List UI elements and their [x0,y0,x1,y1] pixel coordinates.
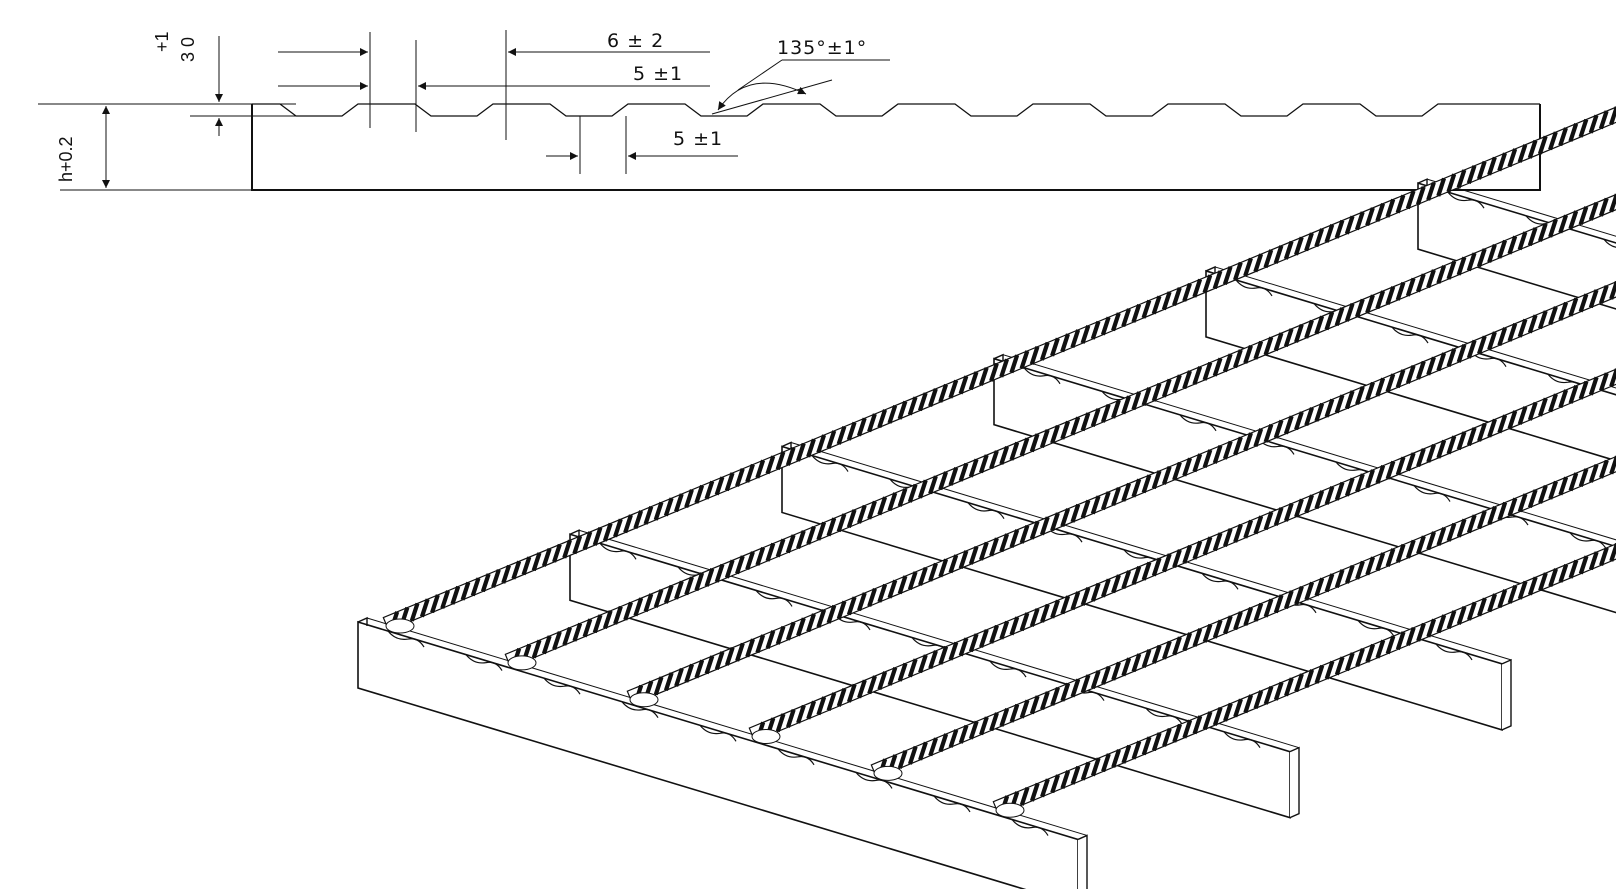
twisted-cross-bar [870,455,1616,781]
angle-reference-line [711,79,833,115]
bearing-bar [781,441,1512,731]
isometric-grating-view [357,106,1616,889]
leader-line [737,59,783,91]
twisted-cross-bars [382,106,1616,818]
serrated-edge [252,103,1540,117]
dimension-notch-depth-tolerance: +1 [152,31,172,52]
dimension-notch-depth: 3 0 [178,37,198,62]
twisted-cross-bar [992,542,1616,818]
angle-arc [717,82,807,111]
dimension-notch-bottom-width: 5 ±1 [673,128,723,150]
bearing-bar-profile [251,104,1541,191]
dimension-notch-angle: 135°±1° [777,37,867,59]
bearing-bar [569,529,1300,819]
bearing-bar [357,616,1088,889]
twisted-cross-bar [504,193,1616,671]
dimension-notch-pitch: 5 ±1 [633,63,683,85]
twisted-cross-bar [626,280,1616,708]
dimension-notch-top-width: 6 ± 2 [607,30,664,52]
twisted-cross-bar [748,368,1616,745]
profile-view: 6 ± 2 5 ±1 5 ±1 135°±1° 3 0 +1 h+0.2 [38,30,1541,191]
twisted-cross-bar [382,106,1616,634]
dimension-bar-height: h+0.2 [56,136,76,182]
